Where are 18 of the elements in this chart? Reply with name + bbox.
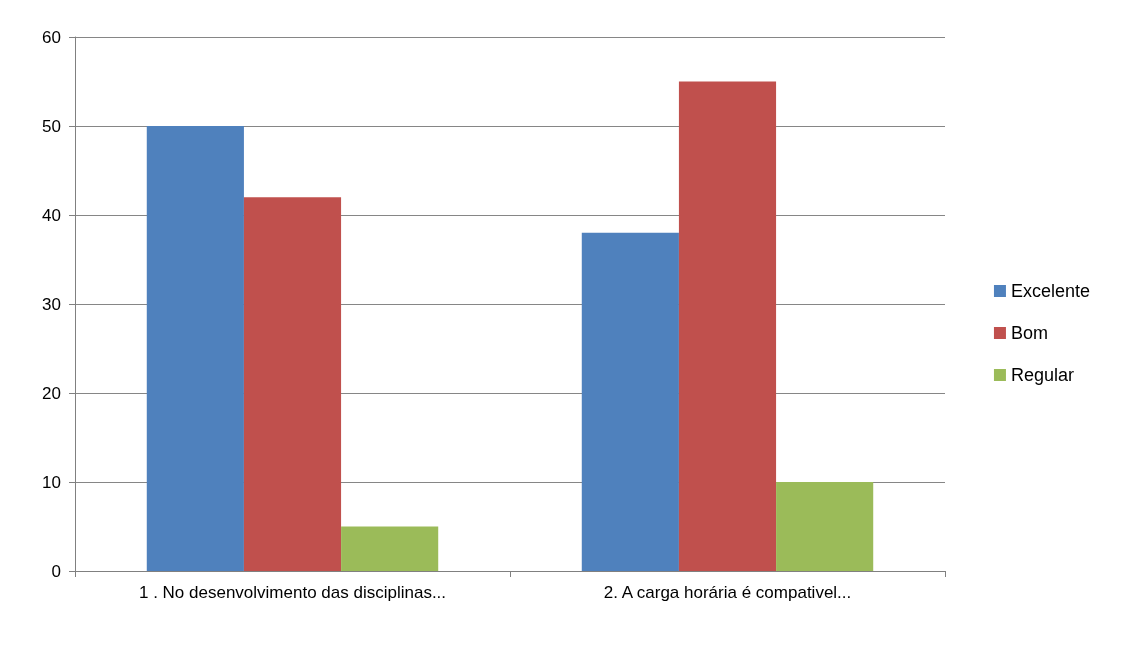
x-tick-label: 1 . No desenvolvimento das disciplinas... xyxy=(138,582,447,602)
y-tick-label: 60 xyxy=(42,27,61,47)
x-tick-label: 2. A carga horária é compativel... xyxy=(603,582,852,602)
y-tick-label: 40 xyxy=(42,205,61,225)
bar xyxy=(678,81,777,571)
y-tick-label: 0 xyxy=(51,561,61,581)
bar xyxy=(776,482,874,571)
bar xyxy=(581,232,679,571)
legend-label: Bom xyxy=(1010,323,1048,343)
legend-label: Excelente xyxy=(1010,281,1091,301)
legend-label: Regular xyxy=(1010,365,1074,385)
y-tick-label: 10 xyxy=(42,472,61,492)
y-tick-label: 50 xyxy=(42,116,61,136)
bar xyxy=(341,526,439,571)
y-tick-label: 20 xyxy=(42,383,61,403)
y-tick-label: 30 xyxy=(42,294,61,314)
bar xyxy=(243,197,342,571)
bar xyxy=(146,126,244,571)
